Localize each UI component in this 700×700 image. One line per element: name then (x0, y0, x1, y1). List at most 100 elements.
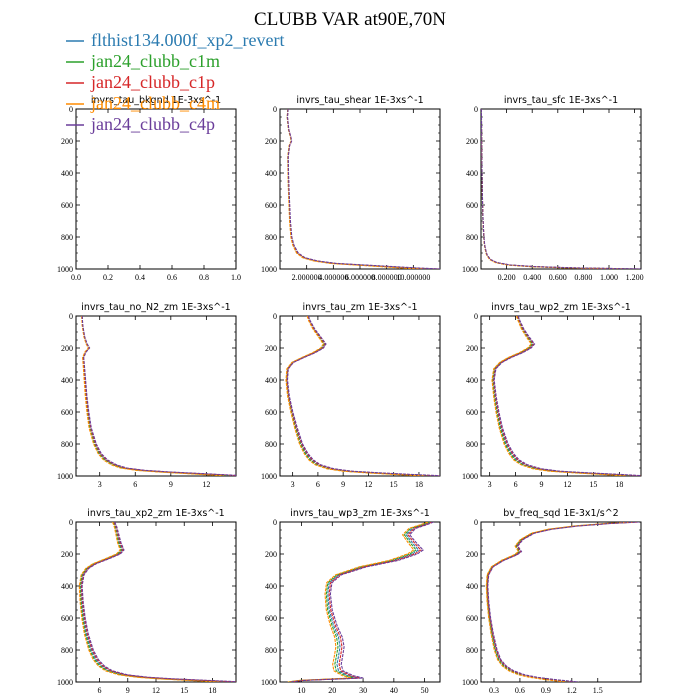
y-tick-label: 1000 (57, 265, 73, 274)
series-line-flthist134.000f_xp2_revert (286, 316, 436, 476)
plot-frame (279, 108, 441, 270)
y-tick-label: 0 (474, 312, 478, 321)
y-tick-label: 200 (61, 344, 73, 353)
y-tick-label: 800 (265, 440, 277, 449)
y-tick-label: 800 (466, 233, 478, 242)
y-tick-label: 1000 (57, 678, 73, 687)
series-line-flthist134.000f_xp2_revert (81, 316, 235, 476)
x-tick-label: 0.200 (498, 273, 516, 282)
panel-title: invrs_tau_no_N2_zm 1E-3xs^-1 (81, 302, 230, 313)
y-tick-label: 600 (265, 408, 277, 417)
series-line-jan24_clubb_c4m (78, 522, 220, 682)
x-tick-label: 12 (563, 480, 571, 489)
y-tick-label: 1000 (462, 472, 478, 481)
y-tick-label: 0 (273, 105, 277, 114)
x-tick-label: 0.9 (541, 686, 551, 695)
x-tick-label: 0.8 (199, 273, 209, 282)
y-tick-label: 600 (265, 614, 277, 623)
series-group (481, 109, 641, 269)
y-tick-label: 600 (61, 408, 73, 417)
y-tick-label: 800 (61, 440, 73, 449)
y-tick-label: 1000 (462, 265, 478, 274)
y-tick-label: 400 (265, 582, 277, 591)
series-line-jan24_clubb_c1m (81, 316, 230, 476)
y-tick-label: 0 (474, 518, 478, 527)
series-line-flthist134.000f_xp2_revert (80, 522, 232, 682)
legend: flthist134.000f_xp2_revertjan24_clubb_c1… (66, 30, 284, 134)
x-tick-label: 1.200 (626, 273, 644, 282)
series-group (81, 316, 236, 476)
series-line-jan24_clubb_c4m (481, 109, 625, 269)
x-tick-label: 0.800 (574, 273, 592, 282)
x-tick-label: 18 (615, 480, 623, 489)
series-line-jan24_clubb_c4p (81, 316, 236, 476)
panel-title: invrs_tau_xp2_zm 1E-3xs^-1 (87, 508, 224, 519)
x-tick-label: 40 (390, 686, 398, 695)
series-line-jan24_clubb_c1m (286, 109, 429, 269)
x-tick-label: 20 (328, 686, 336, 695)
series-line-jan24_clubb_c1p (80, 522, 236, 682)
y-tick-label: 1000 (261, 678, 277, 687)
panel-title: invrs_tau_wp2_zm 1E-3xs^-1 (491, 302, 631, 313)
x-tick-label: 0.4 (135, 273, 145, 282)
series-group (485, 522, 640, 682)
plot-frame (480, 521, 642, 683)
panel-4: invrs_tau_no_N2_zm 1E-3xs^-1 0 200 400 600 80… (57, 302, 237, 489)
x-tick-label: 1.2 (567, 686, 577, 695)
y-tick-label: 0 (69, 518, 73, 527)
y-tick-label: 1000 (261, 472, 277, 481)
series-line-jan24_clubb_c1m (285, 316, 431, 476)
panel-title: invrs_tau_bkgnd 1E-3xs^-1 (91, 95, 221, 106)
y-tick-label: 800 (265, 646, 277, 655)
series-line-jan24_clubb_c1m (486, 522, 636, 682)
series-line-jan24_clubb_c1p (486, 522, 638, 682)
panel-8: invrs_tau_wp3_zm 1E-3xs^-1 0 200 400 600 800 1… (261, 508, 441, 695)
x-tick-label: 15 (390, 480, 398, 489)
x-tick-label: 9 (169, 480, 173, 489)
series-line-jan24_clubb_c1m (492, 316, 632, 476)
x-tick-label: 0.0 (71, 273, 81, 282)
series-line-jan24_clubb_c4p (493, 316, 641, 476)
series-group (286, 109, 440, 269)
panel-9: bv_freq_sqd 1E-3x1/s^2 0 200 400 600 800 1000 0… (462, 508, 642, 695)
x-tick-label: 30 (359, 686, 367, 695)
x-tick-label: 2.000000 (292, 273, 322, 282)
panel-7: invrs_tau_xp2_zm 1E-3xs^-1 0 200 400 600 800 1… (57, 508, 237, 695)
series-line-flthist134.000f_xp2_revert (289, 522, 431, 682)
panel-title: invrs_tau_wp3_zm 1E-3xs^-1 (290, 508, 430, 519)
plot-frame (480, 315, 642, 477)
legend-entry: jan24_clubb_c1p (90, 72, 215, 92)
series-line-jan24_clubb_c1p (286, 109, 439, 269)
plot-frame (480, 108, 642, 270)
x-tick-label: 12 (202, 480, 210, 489)
series-line-jan24_clubb_c4p (290, 522, 434, 682)
series-line-jan24_clubb_c4m (81, 316, 224, 476)
y-tick-label: 800 (265, 233, 277, 242)
y-tick-label: 200 (265, 550, 277, 559)
panel-3: invrs_tau_sfc 1E-3xs^-1 0 200 400 600 800 1000… (462, 95, 644, 282)
x-tick-label: 0.6 (515, 686, 525, 695)
x-tick-label: 15 (180, 686, 188, 695)
x-tick-label: 1.000 (600, 273, 618, 282)
plot-frame (279, 521, 441, 683)
series-line-jan24_clubb_c4m (491, 316, 626, 476)
x-tick-label: 6 (514, 480, 518, 489)
y-tick-label: 400 (466, 582, 478, 591)
series-line-jan24_clubb_c1p (289, 522, 433, 682)
plot-frame (279, 315, 441, 477)
series-line-jan24_clubb_c4p (81, 522, 236, 682)
y-tick-label: 200 (466, 137, 478, 146)
y-tick-label: 0 (273, 518, 277, 527)
x-tick-label: 6 (98, 686, 102, 695)
panel-5: invrs_tau_zm 1E-3xs^-1 0 200 400 600 800 1000 3… (261, 302, 441, 489)
series-line-jan24_clubb_c1m (481, 109, 630, 269)
panel-title: invrs_tau_shear 1E-3xs^-1 (296, 95, 423, 106)
y-tick-label: 200 (466, 550, 478, 559)
y-tick-label: 0 (69, 105, 73, 114)
y-tick-label: 0 (474, 105, 478, 114)
y-tick-label: 1000 (261, 265, 277, 274)
x-tick-label: 0.3 (489, 686, 499, 695)
x-tick-label: 0.2 (103, 273, 113, 282)
y-tick-label: 600 (466, 201, 478, 210)
y-tick-label: 400 (265, 376, 277, 385)
